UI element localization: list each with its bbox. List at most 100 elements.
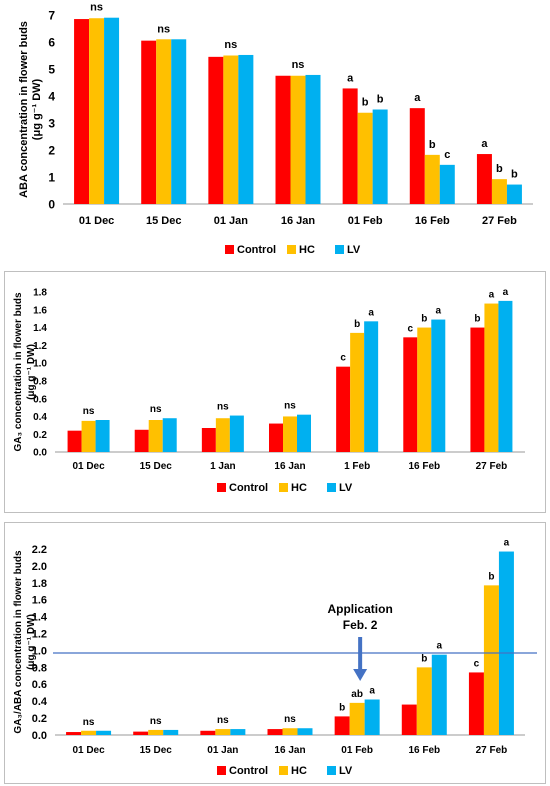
bar-control [403,337,418,452]
y-tick-label: 5 [48,62,55,76]
x-category-label: 15 Dec [140,745,173,756]
legend-swatch-lv [335,245,344,254]
application-callout-text: Feb. 2 [343,618,378,632]
significance-label: b [362,97,369,109]
ga3-chart-panel: 0.0 0.2 0.4 0.6 0.8 1.0 1.2 1.4 1.6 1.8 ns ns ns ns c b… [4,271,546,513]
y-tick-label: 1.2 [32,629,47,641]
bar-control [67,430,82,452]
y-tick-label: 0.8 [33,376,47,387]
significance-label: ns [224,39,237,51]
significance-label: b [474,314,480,325]
y-tick-label: 1.6 [33,305,47,316]
significance-label: a [368,307,374,318]
x-category-label: 01 Dec [72,745,105,756]
bar-control [476,154,492,204]
bar-hc [484,303,499,452]
chart-svg: 0.0 0.2 0.4 0.6 0.8 1.0 1.2 1.4 1.6 1.8 2.0 2.2 ns ns… [13,538,537,777]
significance-label: ns [284,714,296,725]
legend-label: LV [339,765,353,777]
y-tick-label: 1.8 [32,578,47,590]
x-category-label: 01 Dec [79,215,114,227]
x-category-label: 15 Dec [140,461,173,472]
x-category-label: 27 Feb [476,461,508,472]
y-tick-label: 1.4 [32,612,48,624]
y-axis-title: GA₃/ABA concentration in flower buds [13,550,24,734]
significance-label: c [408,323,414,334]
bar-hc [424,154,440,204]
bar-hc [483,585,499,735]
x-category-label: 1 Jan [210,461,236,472]
legend-label: LV [347,244,361,256]
y-tick-label: 1.0 [32,645,47,657]
bar-control [200,730,216,735]
legend-label: HC [299,244,315,256]
y-tick-label: 2.2 [32,544,47,556]
legend-label: LV [339,482,353,494]
significance-label: ns [217,715,229,726]
bar-control [134,429,149,452]
y-tick-label: 4 [48,89,55,103]
significance-label: ns [150,404,162,415]
significance-label: ns [157,23,170,35]
y-tick-label: 1.8 [33,288,47,299]
bar-control [409,108,425,204]
bar-hc [416,667,432,735]
y-tick-label: 1.0 [33,359,47,370]
bar-control [342,88,358,204]
bar-control [334,716,350,735]
ga3-aba-ratio-chart-panel: 0.0 0.2 0.4 0.6 0.8 1.0 1.2 1.4 1.6 1.8 2.0 2.2 ns ns… [4,522,546,784]
bar-lv [439,164,455,204]
significance-label: b [354,319,360,330]
y-tick-label: 0.0 [33,448,47,459]
significance-label: a [347,72,354,84]
x-category-label: 01 Jan [214,215,249,227]
bar-hc [89,18,105,204]
bar-control [74,19,90,204]
legend-swatch-control [217,483,226,492]
x-category-label: 27 Feb [482,215,517,227]
bar-hc [148,420,163,452]
y-tick-label: 0.4 [32,696,48,708]
bar-lv [431,654,447,735]
significance-label: b [339,702,345,713]
legend-swatch-control [225,245,234,254]
legend-label: Control [237,244,276,256]
bar-control [468,672,484,735]
significance-label: ab [351,689,363,700]
y-tick-label: 0.2 [32,713,47,725]
significance-label: a [489,290,495,301]
y-tick-label: 1.4 [33,323,47,334]
y-tick-label: 7 [48,8,55,22]
bar-control [133,731,149,735]
application-callout-text: Application [327,602,392,616]
significance-label: ns [90,3,103,14]
bar-lv [498,551,514,735]
bar-hc [148,729,164,735]
application-arrow-head [353,669,368,681]
legend-swatch-hc [279,766,288,775]
significance-label: b [496,163,503,175]
bar-lv [498,300,513,452]
x-category-label: 16 Feb [415,215,450,227]
bar-hc [349,702,365,735]
significance-label: a [503,287,509,298]
bar-hc [290,75,306,204]
legend-label: HC [291,482,307,494]
x-category-label: 01 Feb [341,745,373,756]
x-category-label: 27 Feb [476,745,508,756]
x-category-label: 01 Dec [72,461,105,472]
x-category-label: 16 Jan [274,745,305,756]
bar-control [208,56,224,204]
bar-lv [364,321,379,452]
significance-label: c [474,658,480,669]
bar-hc [357,112,373,204]
y-axis-title: GA₃ concentration in flower buds [13,292,24,452]
y-tick-label: 0.2 [33,430,47,441]
bar-control [267,729,283,735]
bar-hc [81,420,96,452]
bar-lv [238,54,254,205]
significance-label: a [504,538,510,549]
x-category-label: 16 Feb [408,461,440,472]
significance-label: b [511,169,518,181]
y-tick-label: 1.2 [33,341,47,352]
